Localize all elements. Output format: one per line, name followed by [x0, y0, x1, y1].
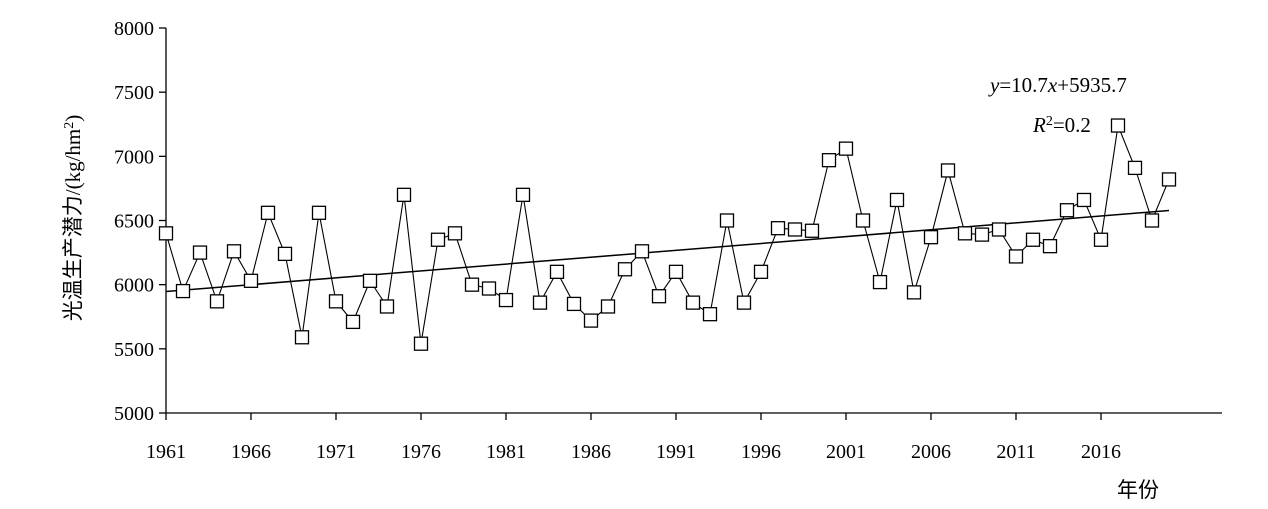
data-point-marker: [974, 227, 990, 242]
equation-suffix: +5935.7: [1057, 73, 1127, 97]
data-point-marker: [855, 213, 871, 228]
data-point-marker: [821, 153, 837, 168]
data-point-marker: [1127, 160, 1143, 176]
data-point-marker: [430, 232, 446, 247]
data-point-marker: [158, 226, 174, 241]
data-point-marker: [719, 213, 735, 228]
x-tick-label: 1966: [231, 441, 271, 463]
data-point-marker: [872, 274, 888, 290]
data-point-marker: [583, 313, 599, 328]
data-point-marker: [957, 226, 973, 241]
data-point-marker: [515, 187, 531, 202]
data-point-marker: [209, 294, 225, 309]
y-axis-title-main: 光温生产潜力/(kg/hm: [61, 129, 85, 322]
y-tick-label: 8000: [114, 18, 154, 40]
data-point-marker: [1093, 232, 1109, 247]
data-point-marker: [668, 264, 684, 279]
data-point-marker: [413, 336, 429, 351]
x-tick-label: 2001: [826, 441, 866, 463]
data-point-marker: [804, 223, 820, 238]
data-point-marker: [1110, 118, 1126, 133]
data-point-marker: [532, 295, 548, 310]
y-axis-title-end: ): [61, 115, 85, 122]
r2-var: R: [1032, 113, 1046, 137]
data-point-marker: [447, 226, 463, 241]
equation-y: y: [988, 73, 1000, 97]
x-tick-label: 1996: [741, 441, 781, 463]
x-tick-label: 1976: [401, 441, 441, 463]
data-point-marker: [294, 330, 310, 345]
x-tick-label: 1991: [656, 441, 696, 463]
data-point-marker: [1059, 203, 1075, 218]
x-tick-label: 1961: [146, 441, 186, 463]
x-tick-label: 1971: [316, 441, 356, 463]
data-point-marker: [1144, 213, 1160, 228]
data-point-marker: [396, 187, 412, 202]
x-axis-ticks: 1961 1966 1971 1976 1981 1986 1991 1996 2001 2006…: [146, 413, 1121, 463]
data-point-marker: [464, 277, 480, 292]
data-point-marker: [549, 264, 565, 279]
data-point-marker: [498, 292, 514, 308]
series-line: [165, 123, 1170, 344]
trendline-r2: R2=0.2: [1032, 113, 1091, 137]
equation-body: =10.7: [999, 73, 1048, 97]
data-point-marker: [991, 222, 1007, 237]
data-point-marker: [1161, 172, 1177, 187]
y-axis-title: 光温生产潜力/(kg/hm2): [61, 115, 85, 322]
data-point-marker: [226, 244, 242, 259]
series-group: [158, 118, 1177, 351]
y-tick-label: 7500: [114, 82, 154, 104]
data-point-marker: [736, 295, 752, 310]
y-tick-label: 6000: [114, 275, 154, 297]
data-point-marker: [379, 299, 395, 314]
x-tick-label: 2011: [996, 441, 1035, 463]
data-point-marker: [617, 262, 633, 277]
data-point-marker: [362, 273, 378, 288]
r2-sup: 2: [1046, 114, 1053, 129]
y-tick-label: 6500: [114, 211, 154, 233]
x-tick-label: 1981: [486, 441, 526, 463]
data-point-marker: [566, 296, 582, 312]
r2-value: =0.2: [1053, 113, 1091, 137]
data-point-marker: [1008, 249, 1024, 264]
data-point-marker: [651, 289, 667, 304]
data-point-marker: [260, 205, 276, 220]
data-point-marker: [328, 294, 344, 309]
data-point-marker: [311, 205, 327, 220]
data-point-marker: [685, 295, 701, 310]
data-point-marker: [600, 299, 616, 314]
data-point-marker: [770, 221, 786, 236]
data-point-marker: [787, 222, 803, 237]
data-point-marker: [1076, 192, 1092, 208]
data-point-marker: [243, 273, 259, 288]
data-point-marker: [277, 246, 293, 262]
data-point-marker: [1025, 232, 1041, 247]
y-tick-label: 5500: [114, 339, 154, 361]
equation-x: x: [1047, 73, 1058, 97]
x-tick-label: 2006: [911, 441, 951, 463]
data-point-marker: [192, 245, 208, 260]
data-point-marker: [345, 314, 361, 330]
data-point-marker: [923, 230, 939, 245]
data-point-marker: [1042, 239, 1058, 254]
data-point-marker: [702, 307, 718, 322]
data-point-marker: [634, 244, 650, 259]
y-axis-ticks: 5000 5500 6000 6500 7000 7500 8000: [114, 18, 166, 425]
y-axis-title-sup: 2: [62, 122, 77, 129]
trendline-equation: y=10.7x+5935.7: [988, 73, 1127, 97]
data-point-marker: [838, 141, 854, 156]
x-axis-title: 年份: [1117, 478, 1159, 502]
data-point-marker: [940, 163, 956, 178]
x-tick-label: 1986: [571, 441, 611, 463]
data-point-marker: [175, 283, 191, 299]
data-point-marker: [753, 264, 769, 279]
x-tick-label: 2016: [1081, 441, 1121, 463]
data-point-marker: [906, 285, 922, 300]
data-point-marker: [481, 281, 497, 296]
y-tick-label: 5000: [114, 403, 154, 425]
data-point-marker: [889, 192, 905, 208]
y-tick-label: 7000: [114, 146, 154, 168]
